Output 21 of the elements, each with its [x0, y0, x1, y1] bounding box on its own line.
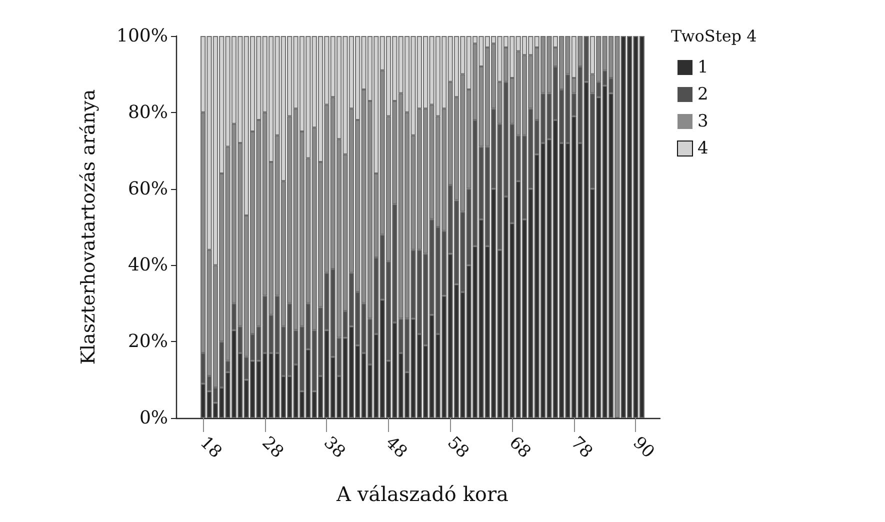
y-tick-label: 40% [128, 254, 168, 276]
x-tick-label: 78 [566, 432, 596, 462]
x-tick-label: 38 [320, 432, 350, 462]
legend-label: 3 [698, 112, 708, 132]
legend-title: TwoStep 4 [671, 26, 757, 46]
x-tick-label: 18 [196, 432, 226, 462]
y-axis-title: Klaszterhovatartozás aránya [78, 89, 100, 365]
x-tick-label: 58 [443, 432, 473, 462]
legend-label: 4 [698, 138, 708, 158]
legend-label: 1 [698, 58, 708, 78]
x-tick-label: 68 [505, 432, 534, 462]
y-tick-label: 100% [116, 26, 168, 46]
x-tick-label: 90 [628, 432, 658, 462]
y-tick-label: 20% [128, 331, 168, 352]
x-tick-label: 28 [258, 432, 288, 462]
y-tick-label: 80% [128, 102, 168, 123]
x-tick-label: 48 [381, 432, 411, 462]
x-axis-title: A válaszadó kora [336, 482, 509, 506]
y-tick-label: 0% [139, 408, 168, 428]
y-tick-label: 60% [128, 178, 168, 200]
legend-label: 2 [698, 84, 708, 104]
